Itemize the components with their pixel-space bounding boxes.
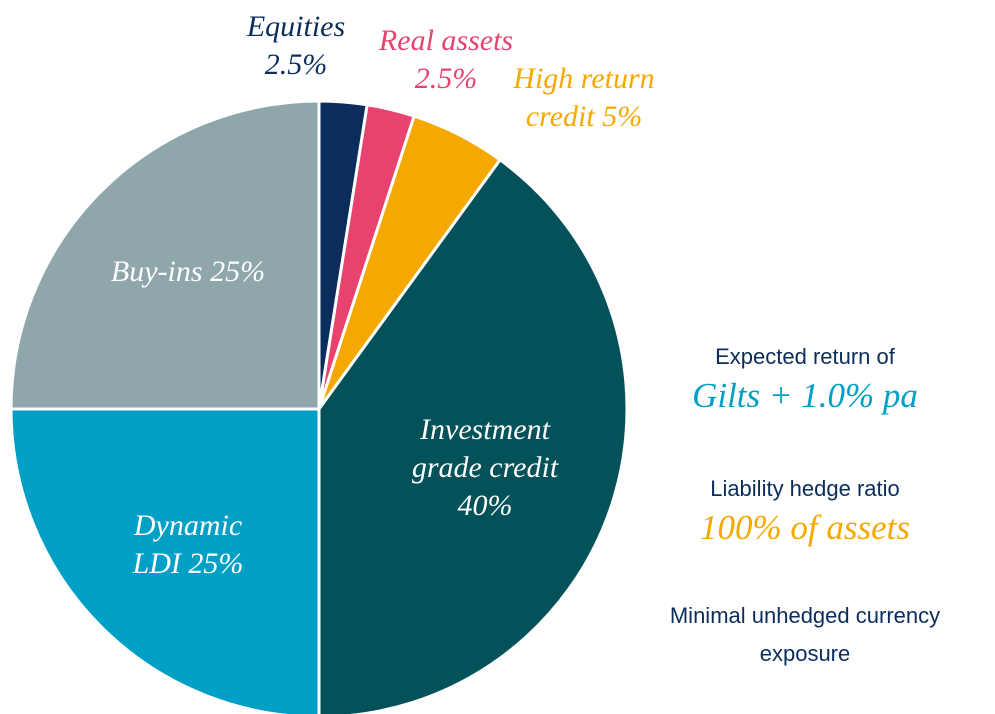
category-label: Buy-ins <box>110 255 203 288</box>
slice-label: High return credit 5% <box>497 60 672 136</box>
slice-label: Buy-ins 25% <box>78 253 298 291</box>
value-label: 40% <box>457 489 513 522</box>
category-label: Dynamic LDI <box>132 509 243 580</box>
slice-label: Equities 2.5% <box>226 8 366 84</box>
note: Minimal unhedged currency exposure <box>630 597 980 673</box>
pie-slice <box>317 157 629 714</box>
note-highlight: Gilts + 1.0% pa <box>692 376 918 415</box>
note-text: Expected return of <box>715 344 895 369</box>
category-label: Investment grade credit <box>411 413 559 484</box>
category-label: Real assets <box>378 24 514 57</box>
value-label: 2.5% <box>414 62 478 95</box>
slice-label: Dynamic LDI 25% <box>118 507 258 583</box>
category-label: Equities <box>246 10 346 43</box>
note-text: Liability hedge ratio <box>710 476 900 501</box>
slice-label: Real assets 2.5% <box>359 22 534 98</box>
note: Expected return of Gilts + 1.0% pa <box>625 338 985 416</box>
value-label: 2.5% <box>264 48 328 81</box>
note-highlight: 100% of assets <box>700 508 910 547</box>
value-label: 25% <box>188 547 244 580</box>
pie-slice <box>9 99 321 411</box>
pie-slice <box>9 407 321 714</box>
value-label: 25% <box>210 255 266 288</box>
note-text: Minimal unhedged currency exposure <box>669 603 941 666</box>
slice-label: Investment grade credit 40% <box>398 411 573 525</box>
category-label: High return credit <box>513 62 655 133</box>
value-label: 5% <box>602 100 643 133</box>
note: Liability hedge ratio 100% of assets <box>625 470 985 548</box>
